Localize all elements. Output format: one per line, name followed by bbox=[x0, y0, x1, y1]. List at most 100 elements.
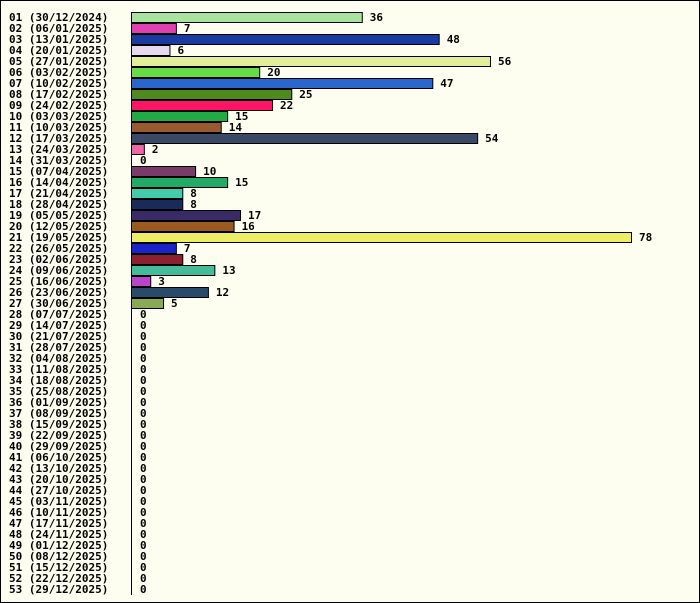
category-label: 37 (08/09/2025) bbox=[9, 407, 108, 420]
bar[interactable] bbox=[131, 122, 222, 133]
category-label: 21 (19/05/2025) bbox=[9, 231, 108, 244]
bar[interactable] bbox=[131, 232, 632, 243]
category-label: 40 (29/09/2025) bbox=[9, 440, 108, 453]
category-label: 12 (17/03/2025) bbox=[9, 132, 108, 145]
category-label: 28 (07/07/2025) bbox=[9, 308, 108, 321]
category-label: 13 (24/03/2025) bbox=[9, 143, 108, 156]
category-label: 36 (01/09/2025) bbox=[9, 396, 108, 409]
value-label: 0 bbox=[140, 352, 147, 365]
bar[interactable] bbox=[131, 56, 491, 67]
value-label: 7 bbox=[184, 22, 191, 35]
category-label: 09 (24/02/2025) bbox=[9, 99, 108, 112]
category-label: 47 (17/11/2025) bbox=[9, 517, 108, 530]
bar[interactable] bbox=[131, 144, 145, 155]
value-label: 7 bbox=[184, 242, 191, 255]
value-label: 10 bbox=[203, 165, 216, 178]
bar[interactable] bbox=[131, 166, 197, 177]
value-label: 0 bbox=[140, 341, 147, 354]
category-label: 10 (03/03/2025) bbox=[9, 110, 108, 123]
value-label: 6 bbox=[177, 44, 184, 57]
value-label: 0 bbox=[140, 396, 147, 409]
bar[interactable] bbox=[131, 188, 184, 199]
bar[interactable] bbox=[131, 23, 177, 34]
bar[interactable] bbox=[131, 34, 440, 45]
category-label: 51 (15/12/2025) bbox=[9, 561, 108, 574]
category-label: 38 (15/09/2025) bbox=[9, 418, 108, 431]
category-label: 52 (22/12/2025) bbox=[9, 572, 108, 585]
category-label: 42 (13/10/2025) bbox=[9, 462, 108, 475]
bar[interactable] bbox=[131, 177, 229, 188]
category-label: 39 (22/09/2025) bbox=[9, 429, 108, 442]
category-label: 29 (14/07/2025) bbox=[9, 319, 108, 332]
category-label: 20 (12/05/2025) bbox=[9, 220, 108, 233]
category-label: 27 (30/06/2025) bbox=[9, 297, 108, 310]
category-label: 31 (28/07/2025) bbox=[9, 341, 108, 354]
value-label: 8 bbox=[190, 187, 197, 200]
value-label: 0 bbox=[140, 484, 147, 497]
value-label: 2 bbox=[152, 143, 159, 156]
bar[interactable] bbox=[131, 210, 241, 221]
category-label: 02 (06/01/2025) bbox=[9, 22, 108, 35]
category-label: 19 (05/05/2025) bbox=[9, 209, 108, 222]
value-label: 0 bbox=[140, 495, 147, 508]
value-label: 0 bbox=[140, 462, 147, 475]
value-label: 15 bbox=[235, 176, 248, 189]
category-label: 34 (18/08/2025) bbox=[9, 374, 108, 387]
value-label: 0 bbox=[140, 418, 147, 431]
category-label: 45 (03/11/2025) bbox=[9, 495, 108, 508]
bar[interactable] bbox=[131, 100, 274, 111]
value-label: 78 bbox=[639, 231, 652, 244]
bar[interactable] bbox=[131, 12, 363, 23]
category-label: 49 (01/12/2025) bbox=[9, 539, 108, 552]
category-label: 01 (30/12/2024) bbox=[9, 11, 108, 24]
value-label: 20 bbox=[267, 66, 280, 79]
value-label: 0 bbox=[140, 440, 147, 453]
category-label: 05 (27/01/2025) bbox=[9, 55, 108, 68]
category-label: 33 (11/08/2025) bbox=[9, 363, 108, 376]
bar[interactable] bbox=[131, 45, 171, 56]
category-label: 50 (08/12/2025) bbox=[9, 550, 108, 563]
category-label: 35 (25/08/2025) bbox=[9, 385, 108, 398]
value-label: 0 bbox=[140, 319, 147, 332]
value-label: 48 bbox=[447, 33, 460, 46]
category-label: 43 (20/10/2025) bbox=[9, 473, 108, 486]
bar[interactable] bbox=[131, 243, 177, 254]
category-label: 06 (03/02/2025) bbox=[9, 66, 108, 79]
bar[interactable] bbox=[131, 298, 165, 309]
value-label: 13 bbox=[222, 264, 235, 277]
bar[interactable] bbox=[131, 254, 184, 265]
value-label: 54 bbox=[485, 132, 499, 145]
category-label: 11 (10/03/2025) bbox=[9, 121, 108, 134]
category-label: 04 (20/01/2025) bbox=[9, 44, 108, 57]
bar[interactable] bbox=[131, 67, 261, 78]
bar[interactable] bbox=[131, 89, 293, 100]
bar[interactable] bbox=[131, 133, 479, 144]
category-label: 32 (04/08/2025) bbox=[9, 352, 108, 365]
value-label: 0 bbox=[140, 506, 147, 519]
bar[interactable] bbox=[131, 276, 152, 287]
value-label: 0 bbox=[140, 572, 147, 585]
bar[interactable] bbox=[131, 265, 216, 276]
value-label: 0 bbox=[140, 363, 147, 376]
value-label: 0 bbox=[140, 473, 147, 486]
value-label: 22 bbox=[280, 99, 293, 112]
category-label: 44 (27/10/2025) bbox=[9, 484, 108, 497]
category-label: 41 (06/10/2025) bbox=[9, 451, 108, 464]
category-label: 17 (21/04/2025) bbox=[9, 187, 108, 200]
bar[interactable] bbox=[131, 199, 184, 210]
value-label: 0 bbox=[140, 451, 147, 464]
bar[interactable] bbox=[131, 221, 235, 232]
value-label: 0 bbox=[140, 517, 147, 530]
category-label: 25 (16/06/2025) bbox=[9, 275, 108, 288]
category-label: 08 (17/02/2025) bbox=[9, 88, 108, 101]
bar[interactable] bbox=[131, 287, 209, 298]
value-label: 8 bbox=[190, 253, 197, 266]
value-label: 0 bbox=[140, 374, 147, 387]
value-label: 56 bbox=[498, 55, 512, 68]
value-label: 12 bbox=[216, 286, 229, 299]
bar[interactable] bbox=[131, 111, 229, 122]
bar[interactable] bbox=[131, 78, 434, 89]
category-label: 24 (09/06/2025) bbox=[9, 264, 108, 277]
value-label: 0 bbox=[140, 308, 147, 321]
